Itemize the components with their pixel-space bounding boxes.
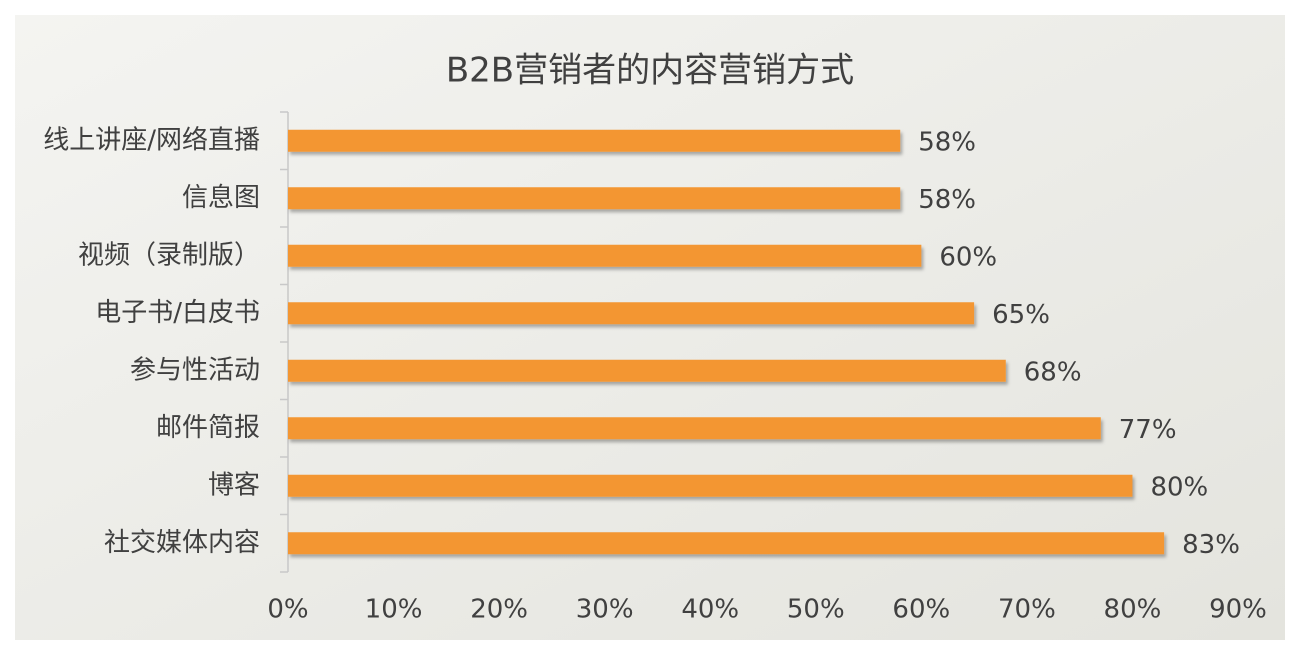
chart-title: B2B营销者的内容营销方式 [446, 51, 854, 91]
x-tick-label: 90% [1209, 595, 1267, 625]
bar [288, 417, 1101, 440]
value-label: 60% [939, 242, 997, 272]
bar [288, 244, 922, 267]
bar [288, 359, 1006, 382]
x-tick-label: 30% [576, 595, 634, 625]
bar [288, 129, 901, 152]
x-tick-label: 50% [787, 595, 845, 625]
y-tick-label: 线上讲座/网络直播 [43, 125, 260, 155]
y-tick-label: 信息图 [182, 183, 260, 213]
value-label: 83% [1182, 530, 1240, 560]
value-label: 77% [1119, 415, 1177, 445]
y-tick-label: 视频（录制版） [78, 240, 260, 270]
value-label: 65% [992, 300, 1050, 330]
x-tick-label: 80% [1104, 595, 1162, 625]
y-tick-label: 博客 [208, 470, 260, 500]
x-tick-label: 70% [998, 595, 1056, 625]
value-label: 58% [918, 127, 976, 157]
y-tick-label: 社交媒体内容 [104, 528, 260, 558]
x-tick-label: 20% [470, 595, 528, 625]
bar [288, 187, 901, 210]
value-label: 80% [1150, 472, 1208, 502]
x-tick-label: 40% [681, 595, 739, 625]
value-label: 58% [918, 185, 976, 215]
x-tick-label: 60% [892, 595, 950, 625]
y-tick-label: 电子书/白皮书 [95, 298, 260, 328]
bar [288, 474, 1133, 497]
bar [288, 532, 1165, 555]
y-tick-label: 参与性活动 [130, 355, 260, 385]
bar [288, 302, 975, 325]
x-tick-label: 10% [365, 595, 423, 625]
y-tick-label: 邮件简报 [156, 413, 260, 443]
x-tick-label: 0% [267, 595, 308, 625]
value-label: 68% [1024, 357, 1082, 387]
